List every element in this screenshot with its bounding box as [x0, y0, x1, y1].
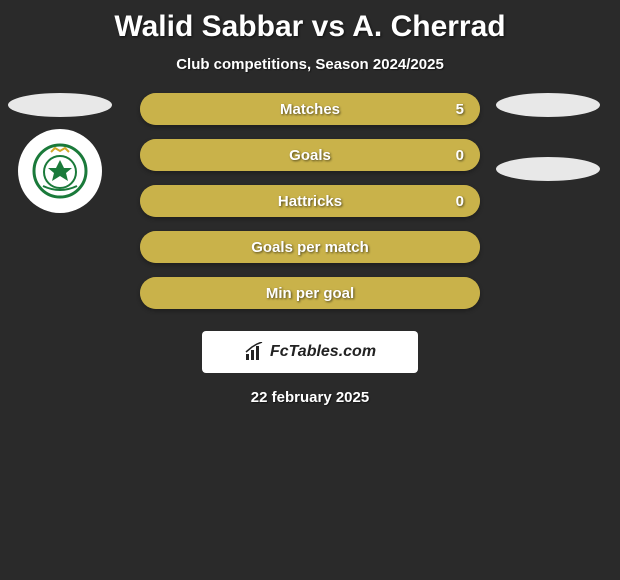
brand-chart-icon	[244, 342, 264, 362]
club-badge-left	[18, 129, 102, 213]
stat-bar: Hattricks 0	[140, 185, 480, 217]
left-player-column	[8, 93, 112, 213]
stat-bar-value: 0	[456, 193, 464, 210]
stat-bar: Matches 5	[140, 93, 480, 125]
stat-bar: Min per goal	[140, 277, 480, 309]
stat-bar-label: Min per goal	[266, 285, 354, 302]
stat-bar-label: Goals per match	[251, 239, 369, 256]
stat-bar-label: Hattricks	[278, 193, 342, 210]
page-title: Walid Sabbar vs A. Cherrad	[0, 0, 620, 44]
date-line: 22 february 2025	[0, 389, 620, 406]
stat-bars: Matches 5 Goals 0 Hattricks 0 Goals per match M…	[140, 93, 480, 309]
brand-footer: FcTables.com	[202, 331, 418, 373]
brand-text: FcTables.com	[270, 343, 376, 361]
stat-bar-value: 5	[456, 101, 464, 118]
club-crest-icon	[31, 142, 89, 200]
player-avatar-placeholder	[496, 93, 600, 117]
comparison-content: Matches 5 Goals 0 Hattricks 0 Goals per match M…	[0, 93, 620, 309]
stat-bar: Goals per match	[140, 231, 480, 263]
stat-bar: Goals 0	[140, 139, 480, 171]
right-player-column	[496, 93, 600, 181]
stat-bar-value: 0	[456, 147, 464, 164]
subtitle: Club competitions, Season 2024/2025	[0, 56, 620, 73]
stat-bar-label: Matches	[280, 101, 340, 118]
stat-bar-label: Goals	[289, 147, 331, 164]
club-badge-placeholder	[496, 157, 600, 181]
player-avatar-placeholder	[8, 93, 112, 117]
